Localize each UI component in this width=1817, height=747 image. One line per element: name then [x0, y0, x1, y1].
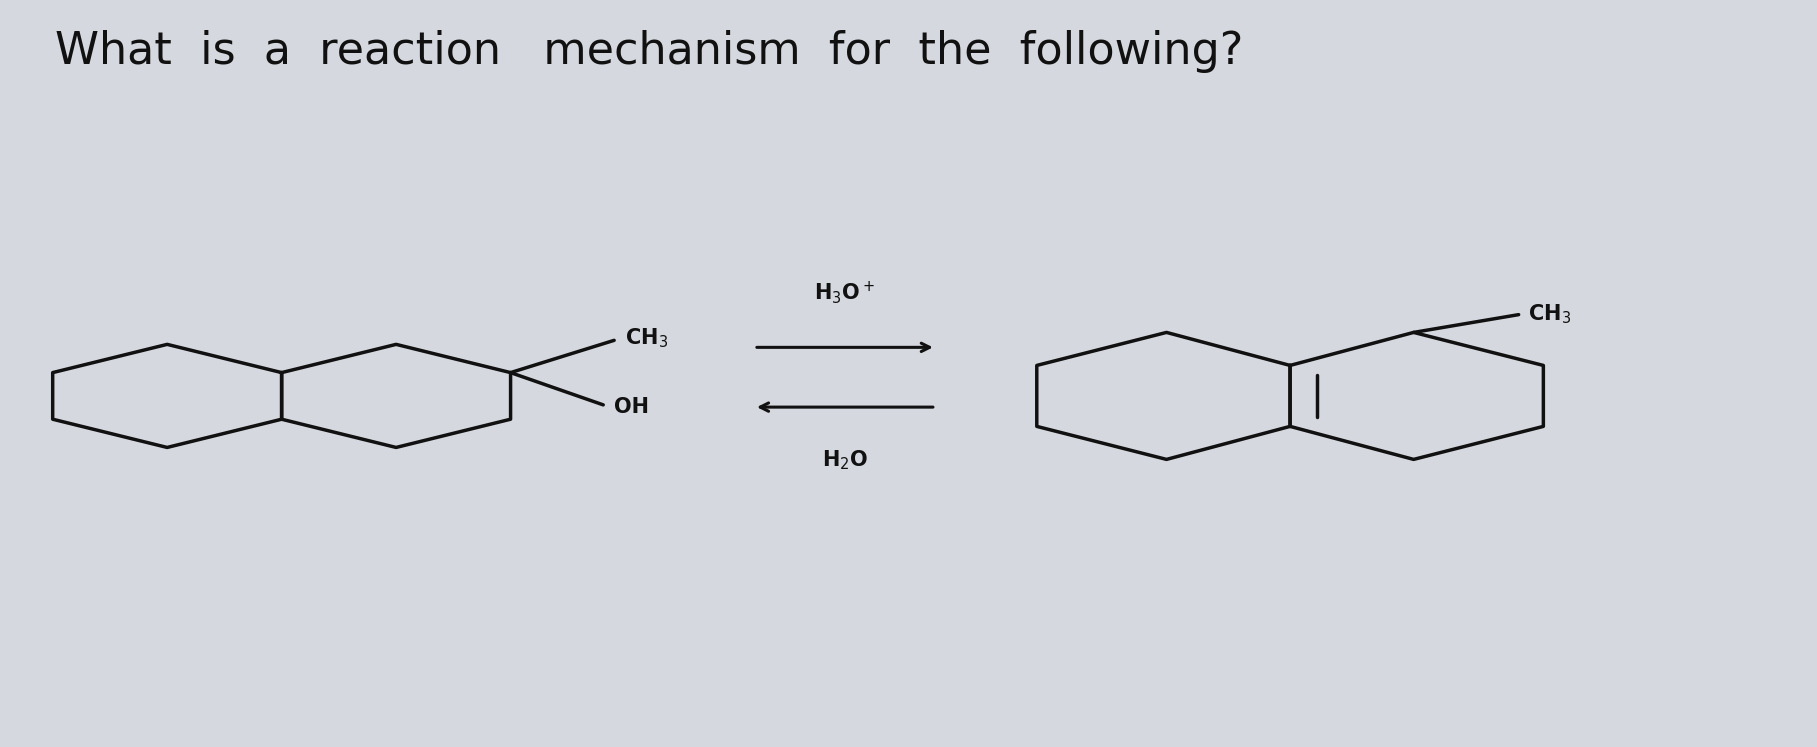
Text: What  is  a  reaction   mechanism  for  the  following?: What is a reaction mechanism for the fol…: [55, 30, 1243, 73]
Text: CH$_3$: CH$_3$: [625, 326, 669, 350]
Text: OH: OH: [614, 397, 649, 417]
Text: CH$_3$: CH$_3$: [1528, 303, 1570, 326]
Text: H$_2$O: H$_2$O: [821, 448, 869, 472]
Text: H$_3$O$^+$: H$_3$O$^+$: [814, 279, 876, 306]
